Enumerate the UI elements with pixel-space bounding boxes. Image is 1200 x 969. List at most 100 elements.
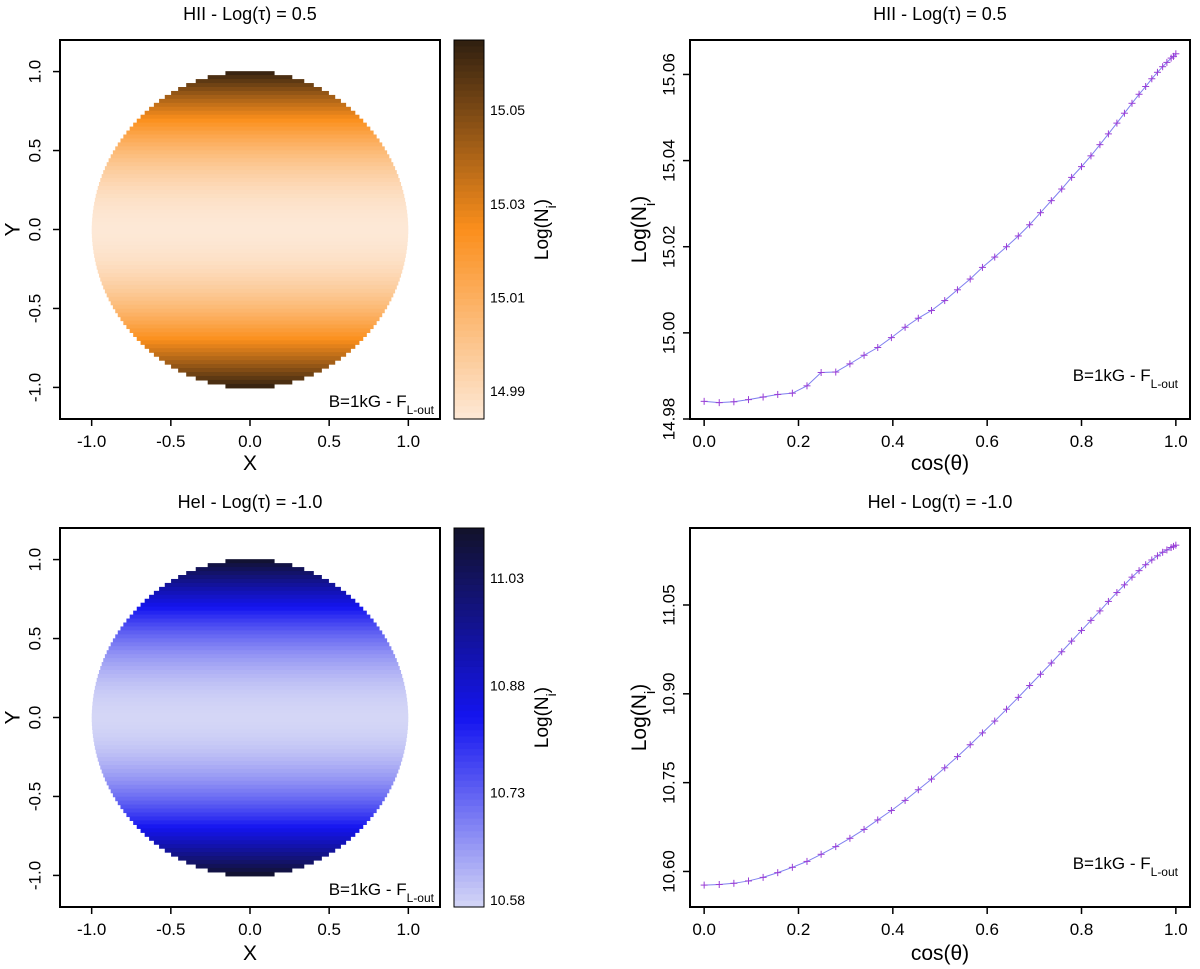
heatmap-band [104,654,396,659]
heatmap-band [104,288,396,294]
heatmap-band [110,642,390,647]
x-axis-label: cos(θ) [911,452,969,475]
heatmap-band [91,233,409,239]
data-point [1068,637,1076,645]
heatmap-band [133,122,367,128]
heatmap-band [92,241,408,246]
colorbar-tick-label: 15.01 [490,289,525,305]
heatmap-band [171,364,329,369]
colorbar-band [454,223,484,231]
colorbar-band [454,204,484,212]
heatmap-band [110,154,390,159]
heatmap-band [207,379,293,385]
heatmap-band [149,106,351,112]
colorbar-band [454,869,484,877]
data-point [832,843,840,851]
data-point [759,873,767,881]
y-tick-label: 15.04 [659,139,678,182]
data-point [832,368,840,376]
heatmap-band [96,753,404,758]
heatmap-band [108,158,392,163]
heatmap-band [93,249,407,254]
heatmap-band [153,840,347,845]
data-point [1148,75,1156,83]
data-point [928,775,936,783]
heatmap-band [96,189,404,195]
data-point [1172,541,1180,549]
data-point [846,360,854,368]
annotation: B=1kG - FL-out [329,392,435,417]
colorbar-band [454,52,484,60]
x-tick-label: 0.5 [317,432,341,451]
heatmap-band [178,368,322,373]
colorbar-band [454,629,484,636]
heatmap-band [94,253,406,258]
data-point [1120,109,1128,117]
data-point [730,879,738,887]
heatmap-band [101,768,399,774]
colorbar-band [454,343,484,351]
heatmap-band [164,582,336,588]
data-point [1163,546,1171,554]
data-point [914,786,922,794]
colorbar-band [454,648,484,655]
heatmap-band [123,134,377,140]
heatmap-band [144,110,356,116]
heatmap-band [126,618,374,624]
y-tick-label: 0.5 [25,627,44,651]
y-tick-label: 1.0 [25,548,44,572]
colorbar-band [454,216,484,224]
data-point [966,275,974,283]
data-point [1128,573,1136,581]
heatmap-band [112,638,388,643]
heatmap-band [95,193,405,199]
colorbar-label: Log(Ni) [532,687,559,748]
colorbar-tick-label: 10.73 [490,785,525,801]
colorbar-band [454,635,484,643]
colorbar-band [454,717,484,725]
colorbar-tick-label: 11.03 [490,570,524,586]
heatmap-band [195,567,305,572]
data-point [1003,705,1011,713]
x-tick-label: -1.0 [77,432,106,451]
x-tick-label: 0.0 [238,920,262,939]
colorbar-band [454,242,484,250]
colorbar-band [454,622,484,630]
chart-title: HeI - Log(τ) = -1.0 [868,492,1013,512]
data-point [1078,626,1086,634]
heatmap-band [140,828,360,833]
colorbar-band [454,147,484,155]
x-tick-label: 1.0 [397,432,421,451]
heatmap-band [103,772,397,778]
colorbar-band [454,723,484,731]
data-point [817,850,825,858]
data-point [803,382,811,390]
heatmap-band [96,677,404,683]
colorbar-band [454,780,484,788]
heatmap-band [207,75,293,80]
heatmap-band [153,102,347,108]
colorbar-tick-label: 10.88 [490,677,525,693]
heatmap-band [129,328,371,334]
heatmap-band [100,277,400,282]
colorbar-band [454,584,484,592]
data-point [1113,119,1121,127]
heatmap-band [117,630,383,635]
colorbar-band [454,894,484,902]
data-point [744,396,752,404]
colorbar-band [454,749,484,756]
y-axis-label: Log(Ni) [628,196,659,264]
heatmap-band [110,788,390,794]
heatmap-band [100,666,400,671]
x-tick-label: 0.6 [975,920,999,939]
heatmap-band [92,705,408,711]
heatmap-band [97,673,403,679]
data-point [1096,141,1104,149]
data-point [1078,163,1086,171]
heatmap-disk [91,559,409,877]
heatmap-band [92,217,408,223]
heatmap-band [97,269,403,274]
colorbar-tick-label: 10.58 [490,892,525,908]
heatmap-band [225,71,275,76]
annotation: B=1kG - FL-out [329,880,435,905]
